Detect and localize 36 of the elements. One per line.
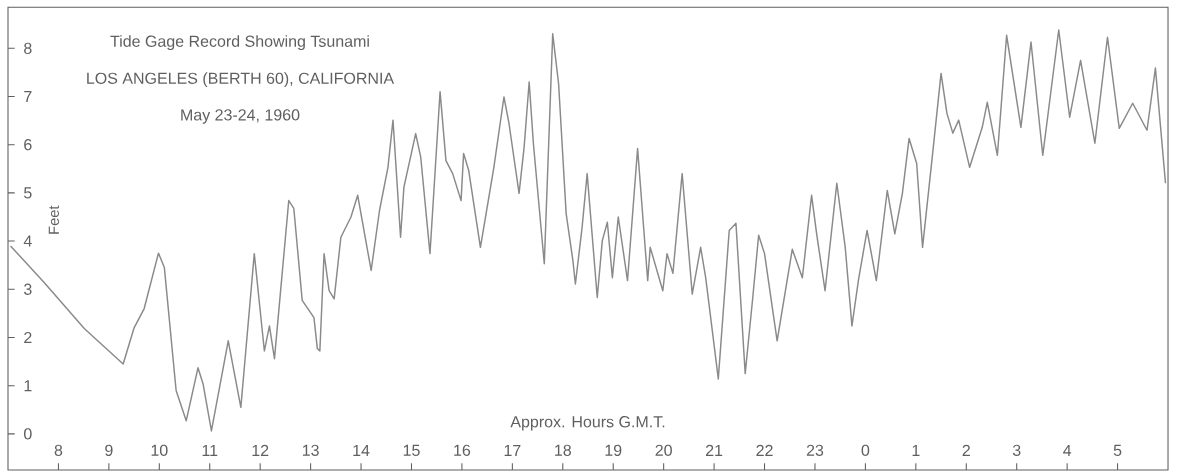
y-tick-label: 1 (24, 380, 32, 392)
annotation: May 23-24, 1960 (181, 109, 300, 124)
x-tick-label: 18 (555, 444, 571, 456)
y-tick-label: 5 (24, 187, 32, 199)
y-tick-label: 0 (24, 428, 32, 440)
x-tick-label: 15 (403, 444, 420, 456)
x-tick-label: 10 (151, 444, 168, 456)
x-tick-label: 5 (1113, 444, 1122, 456)
x-tick-label: 4 (1063, 444, 1072, 456)
x-tick-label: 20 (655, 444, 672, 456)
x-tick-label: 21 (705, 444, 723, 456)
x-tick-label: 12 (252, 444, 269, 456)
y-tick-label: 2 (24, 331, 32, 344)
text: Tide Gage Record Showing Tsunami (110, 35, 369, 51)
y-tick-label: 6 (24, 139, 32, 151)
y-axis-title: Feet (48, 205, 59, 234)
y-tick-label: 7 (24, 91, 32, 102)
y-tick-label: 8 (24, 42, 32, 54)
x-tick-label: 19 (605, 444, 622, 456)
y-tick-label: 4 (23, 235, 32, 247)
x-tick-label: 1 (912, 444, 920, 456)
text: LOS ANGELES (BERTH 60), CALIFORNIA (87, 72, 395, 88)
x-tick-label: 23 (806, 444, 824, 456)
x-tick-label: 11 (202, 444, 218, 456)
x-tick-label: 22 (756, 444, 773, 456)
x-tick-label: 2 (962, 444, 970, 456)
y-tick-label: 3 (23, 283, 32, 295)
x-tick-label: 13 (302, 444, 319, 456)
x-tick-label: 16 (454, 444, 471, 456)
x-tick-label: 17 (504, 444, 521, 456)
x-axis-title: Approx. Hours G.M.T. (510, 416, 665, 431)
x-tick-label: 3 (1012, 444, 1021, 456)
x-tick-label: 9 (105, 444, 113, 456)
x-tick-label: 0 (861, 444, 870, 456)
x-tick-label: 8 (54, 444, 63, 456)
x-tick-label: 14 (353, 444, 370, 456)
